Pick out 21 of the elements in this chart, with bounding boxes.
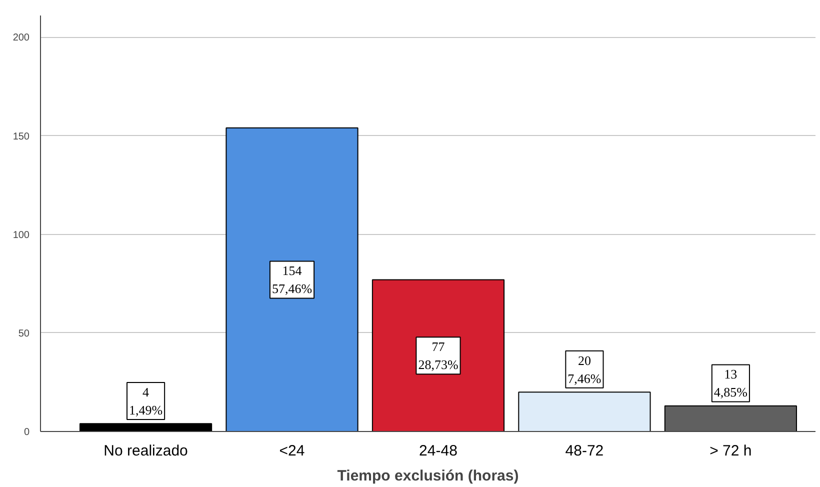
x-tick-label: 24-48 xyxy=(419,442,458,460)
y-tick-label: 150 xyxy=(12,131,30,142)
y-tick-label: 0 xyxy=(24,427,30,438)
data-label: 4 1,49% xyxy=(128,384,163,418)
x-axis-title: Tiempo exclusión (horas) xyxy=(337,468,519,484)
bar xyxy=(79,423,212,432)
data-label: 13 4,85% xyxy=(714,366,748,400)
bar xyxy=(664,405,797,432)
y-tick-label: 100 xyxy=(12,230,30,241)
bar xyxy=(372,279,505,432)
y-tick-label: 50 xyxy=(18,328,30,340)
x-tick-label: > 72 h xyxy=(710,442,752,460)
x-tick-label: No realizado xyxy=(104,442,188,460)
x-tick-label: 48-72 xyxy=(565,442,604,460)
bar xyxy=(226,127,358,432)
bar xyxy=(518,392,651,432)
y-tick-label: 200 xyxy=(12,32,30,44)
data-label: 77 28,73% xyxy=(418,339,458,372)
data-label: 20 7,46% xyxy=(568,352,602,386)
data-label: 154 57,46% xyxy=(272,263,312,296)
x-tick-label: <24 xyxy=(279,442,305,460)
